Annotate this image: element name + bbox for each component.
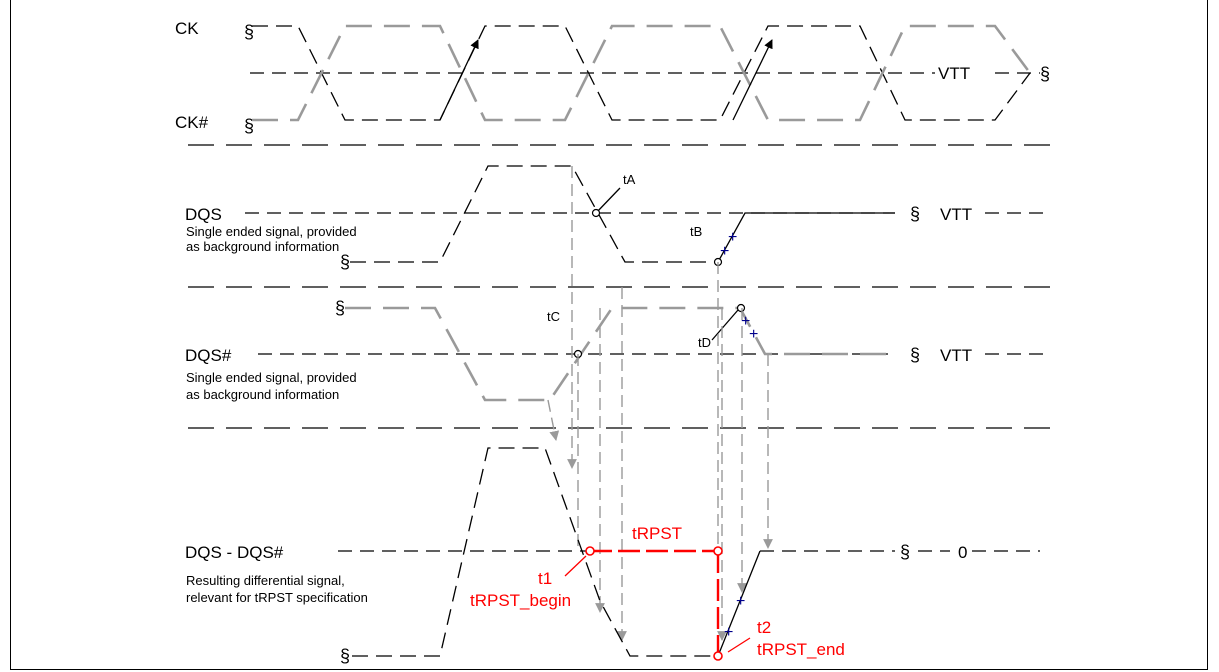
- dqs-rise: [717, 212, 895, 263]
- plus-marker: +: [724, 624, 733, 641]
- t1-marker: [585, 546, 595, 556]
- dqs-note-line1: Single ended signal, provided: [186, 224, 357, 239]
- plus-marker: +: [736, 593, 745, 610]
- break-symbol: §: [900, 542, 910, 562]
- dqs-n-vtt-label: VTT: [940, 346, 972, 365]
- diagram-frame: [10, 0, 1208, 670]
- t1-label: t1: [538, 569, 552, 588]
- diff-note-line1: Resulting differential signal,: [186, 573, 345, 588]
- ta-leader: [595, 187, 621, 214]
- td-leader: [711, 309, 739, 341]
- break-symbol: §: [244, 116, 254, 136]
- ck-vtt-label: VTT: [938, 64, 970, 83]
- td-label: tD: [698, 335, 711, 350]
- projection-lines: [547, 166, 773, 641]
- ck-rise-arrow: [732, 39, 773, 121]
- break-symbol: §: [340, 252, 350, 272]
- dqs-waveform: [350, 165, 718, 263]
- trpst-begin-label: tRPST_begin: [470, 591, 571, 610]
- projection-arrow: [547, 399, 560, 441]
- t2-label: t2: [757, 618, 771, 637]
- dqs-n-section: DQS# Single ended signal, provided as ba…: [185, 298, 1050, 429]
- plus-marker: +: [720, 243, 729, 260]
- diff-note-line2: relevant for tRPST specification: [186, 590, 368, 605]
- ta-label: tA: [623, 172, 636, 187]
- break-symbol: §: [244, 22, 254, 42]
- ck-section: CK CK# § § § VTT: [175, 19, 1050, 146]
- plus-marker: +: [741, 313, 750, 330]
- dqs-section: DQS Single ended signal, provided as bac…: [185, 165, 1050, 288]
- tb-label: tB: [690, 224, 702, 239]
- dqs-n-note-line2: as background information: [186, 387, 339, 402]
- break-symbol: §: [910, 345, 920, 365]
- plus-marker: +: [749, 326, 758, 343]
- dqs-n-note-line1: Single ended signal, provided: [186, 370, 357, 385]
- tc-label: tC: [547, 309, 560, 324]
- ck-waveform: [252, 25, 1031, 121]
- t1-leader: [564, 555, 587, 577]
- ck-rise-arrow: [439, 39, 479, 121]
- break-symbol: §: [335, 298, 345, 318]
- t2-marker: [713, 651, 723, 661]
- ck-label: CK: [175, 19, 199, 38]
- diff-rise: [717, 550, 761, 657]
- ck-n-waveform: [252, 24, 1032, 122]
- td-point: [736, 303, 746, 313]
- t2-leader: [727, 637, 751, 653]
- diff-waveform: [352, 447, 718, 657]
- break-symbol: §: [1040, 64, 1050, 84]
- diff-label: DQS - DQS#: [185, 543, 284, 562]
- diff-section: DQS - DQS# Resulting differential signal…: [185, 447, 1040, 666]
- dqs-note-line2: as background information: [186, 239, 339, 254]
- dqs-n-label: DQS#: [185, 346, 232, 365]
- trpst-end-top-marker: [713, 546, 723, 556]
- diff-zero-label: 0: [958, 543, 967, 562]
- plus-marker: +: [728, 229, 737, 246]
- trpst-label: tRPST: [632, 524, 682, 543]
- break-symbol: §: [340, 646, 350, 666]
- trpst-end-label: tRPST_end: [757, 640, 845, 659]
- ck-n-label: CK#: [175, 113, 209, 132]
- dqs-vtt-label: VTT: [940, 205, 972, 224]
- ta-point: [591, 208, 601, 218]
- dqs-label: DQS: [185, 205, 222, 224]
- break-symbol: §: [910, 204, 920, 224]
